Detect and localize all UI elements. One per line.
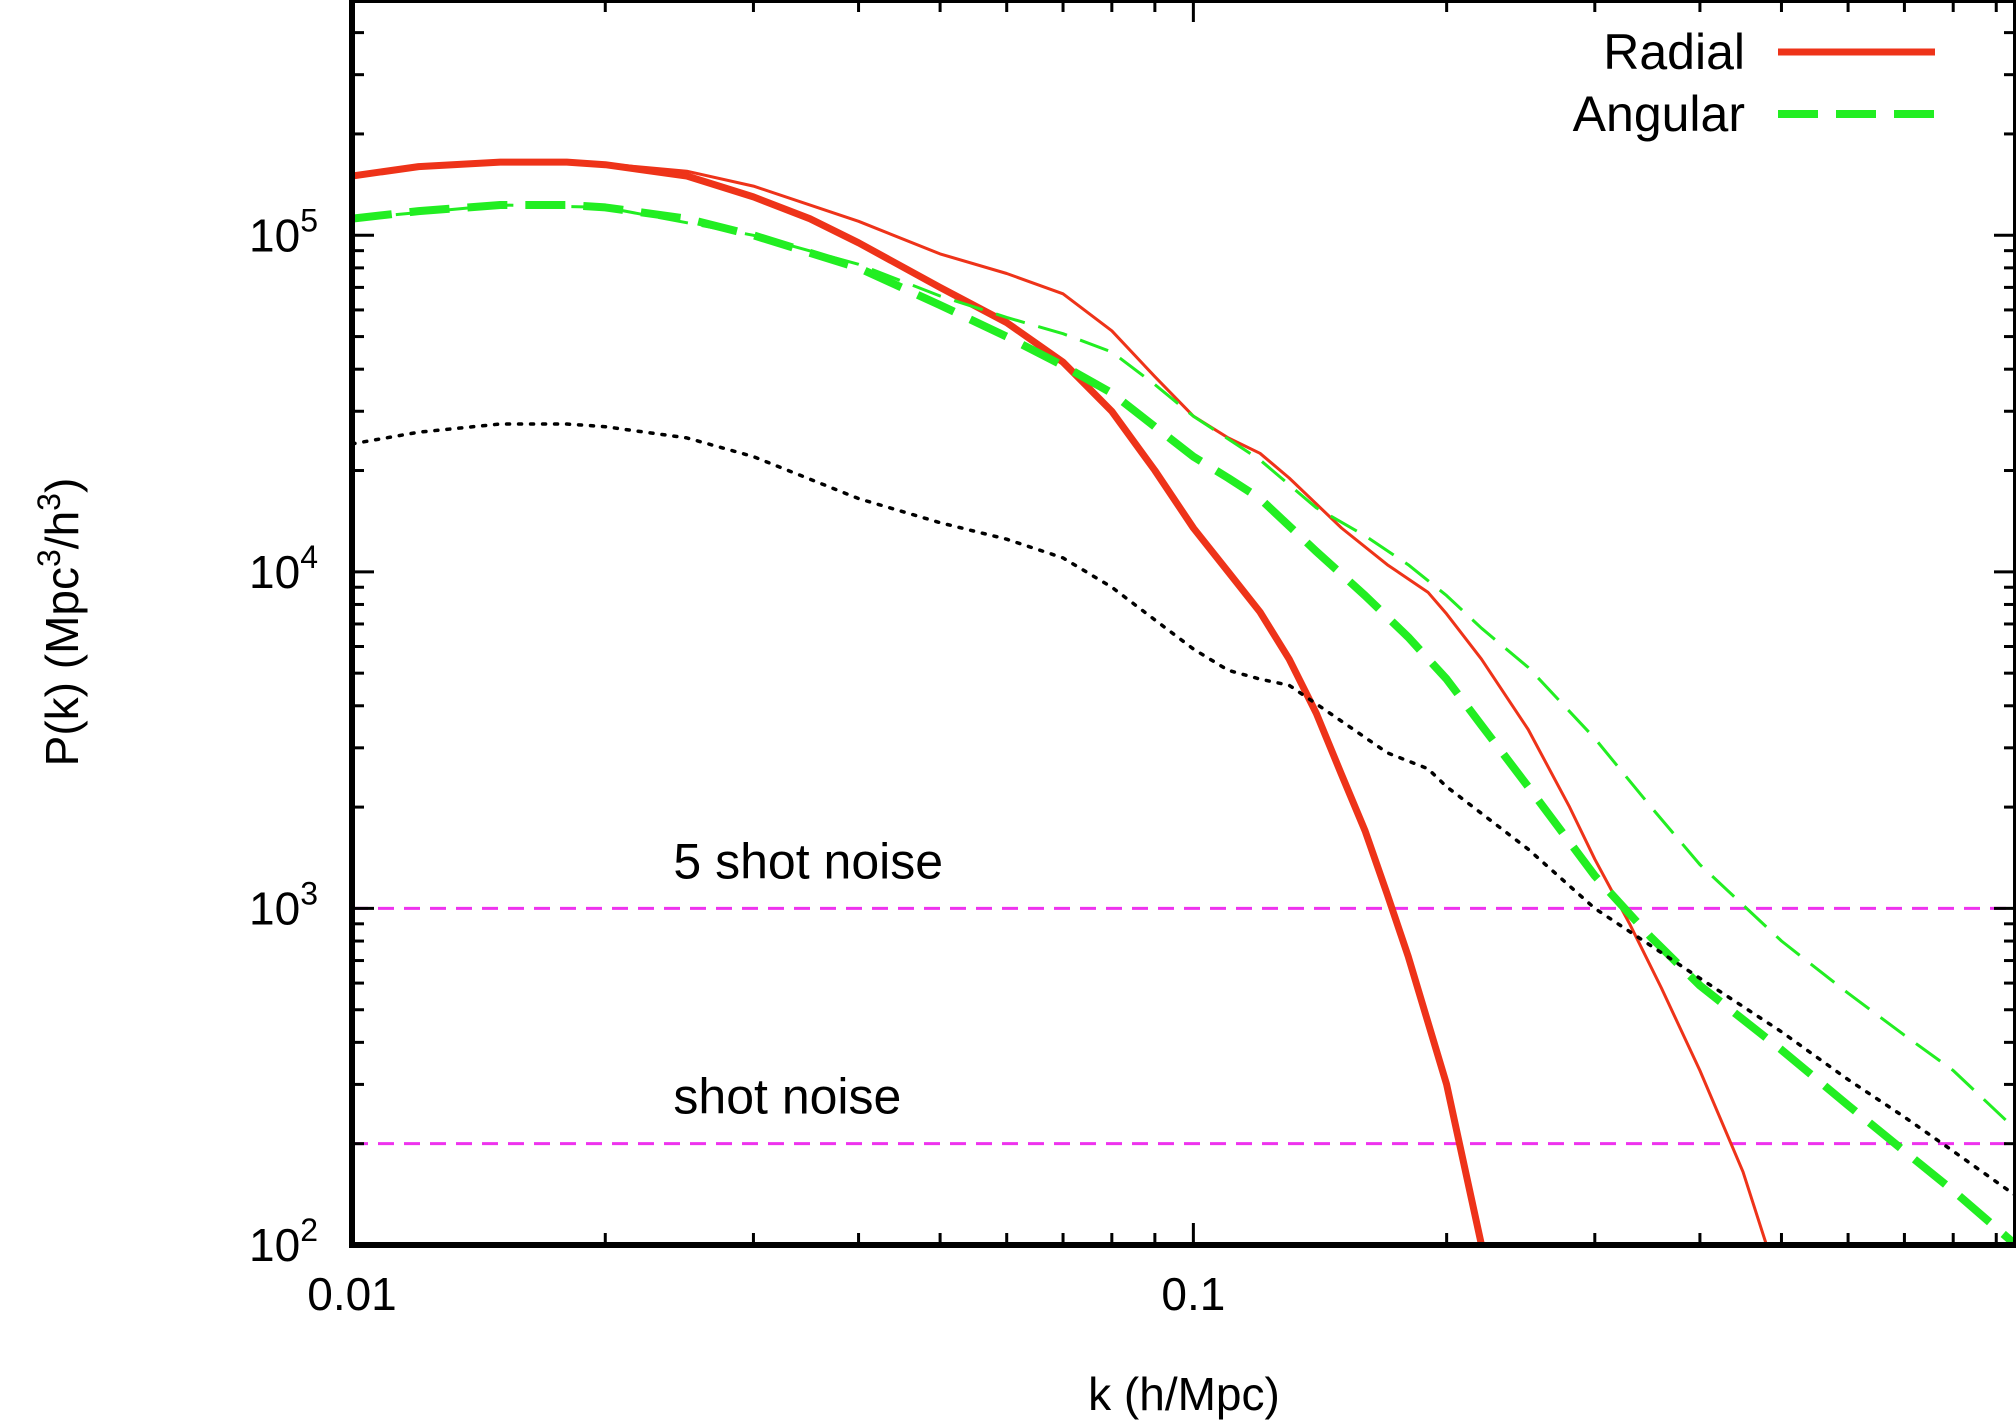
y-tick-label-exponent: 3 <box>300 875 318 911</box>
y-tick-label-exponent: 4 <box>300 539 318 575</box>
series-radial-thick <box>352 158 1485 1245</box>
shot-noise-label: shot noise <box>673 1069 901 1125</box>
series-radial-thin <box>352 160 1768 1245</box>
x-axis-label: k (h/Mpc) <box>1088 1368 1280 1420</box>
y-axis-label-sup2: 3 <box>31 493 67 511</box>
plot-frame <box>349 0 2016 1248</box>
y-axis-label-sup1: 3 <box>31 549 67 567</box>
y-tick-label: 103 <box>249 875 318 934</box>
noise-level-lines <box>352 906 2016 1146</box>
y-tick-label-base: 10 <box>249 546 300 598</box>
five-shot-noise-label: 5 shot noise <box>673 833 943 889</box>
y-tick-label-base: 10 <box>249 882 300 934</box>
legend-label-radial-thick: Radial <box>1603 24 1745 80</box>
x-tick-label: 0.01 <box>307 1268 397 1320</box>
y-axis-label-mid: /h <box>36 511 88 549</box>
y-tick-label: 105 <box>249 202 318 261</box>
y-tick-label-exponent: 5 <box>300 202 318 238</box>
series-angular-thick <box>352 201 2016 1245</box>
x-tick-label: 0.1 <box>1161 1268 1225 1320</box>
legend: Radial Angular <box>1573 24 1935 142</box>
series-angular-thin <box>352 203 2016 1131</box>
legend-label-angular-thick: Angular <box>1573 86 1745 142</box>
series-lines <box>352 158 2016 1245</box>
y-axis-label-end: ) <box>36 478 88 493</box>
annotations: 5 shot noise shot noise <box>673 833 943 1124</box>
y-tick-label: 104 <box>249 539 318 598</box>
y-tick-label-exponent: 2 <box>300 1212 318 1248</box>
y-tick-label-base: 10 <box>249 209 300 261</box>
series-reference-dotted <box>352 422 2016 1198</box>
y-axis-label-base: P(k) (Mpc <box>36 567 88 766</box>
y-tick-label: 102 <box>249 1212 318 1271</box>
y-tick-label-base: 10 <box>249 1219 300 1271</box>
y-axis-label: P(k) (Mpc3/h3) <box>31 478 88 767</box>
